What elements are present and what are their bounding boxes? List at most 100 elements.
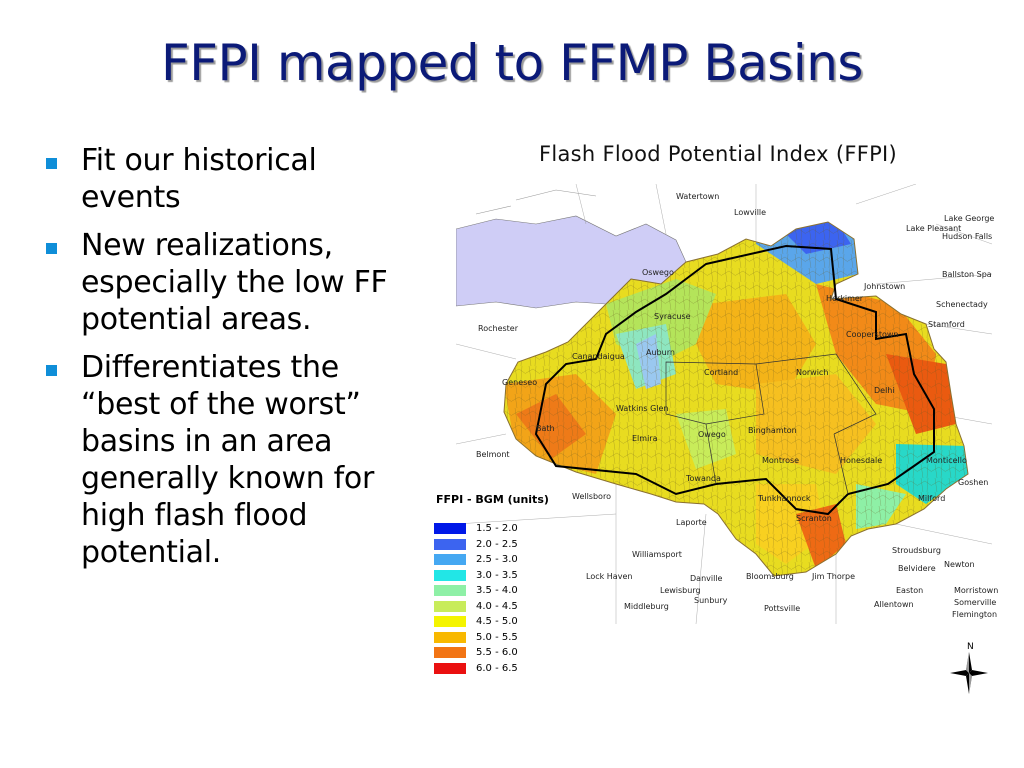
- legend-row: 3.5 - 4.0: [434, 583, 551, 599]
- legend-swatch: [434, 523, 466, 535]
- bullet-item: New realizations, especially the low FF …: [44, 227, 424, 338]
- place-label: Johnstown: [864, 282, 906, 291]
- place-label: Allentown: [874, 600, 914, 609]
- place-label: Belvidere: [898, 564, 936, 573]
- bullet-text: Differentiates the “best of the worst” b…: [81, 350, 375, 570]
- place-label: Watkins Glen: [616, 404, 669, 413]
- place-label: Scranton: [796, 514, 832, 523]
- place-label: Williamsport: [632, 550, 682, 559]
- place-label: Lake Pleasant: [906, 224, 962, 233]
- place-label: Lake George: [944, 214, 995, 223]
- place-label: Goshen: [958, 478, 989, 487]
- north-arrow-icon: N: [950, 642, 988, 694]
- place-label: Sunbury: [694, 596, 728, 605]
- legend-row: 5.0 - 5.5: [434, 630, 551, 646]
- legend-label: 4.5 - 5.0: [476, 616, 518, 628]
- compass-label: N: [967, 642, 974, 652]
- place-label: Easton: [896, 586, 924, 595]
- place-label: Delhi: [874, 386, 895, 395]
- legend-row: 5.5 - 6.0: [434, 645, 551, 661]
- place-label: Lock Haven: [586, 572, 633, 581]
- place-label: Pottsville: [764, 604, 801, 613]
- legend-row: 2.5 - 3.0: [434, 552, 551, 568]
- legend-swatch: [434, 616, 466, 628]
- bullet-list: Fit our historical events New realizatio…: [44, 142, 424, 582]
- place-label: Towanda: [686, 474, 721, 483]
- place-label: Norwich: [796, 368, 829, 377]
- legend-label: 5.5 - 6.0: [476, 647, 518, 659]
- legend-label: 2.0 - 2.5: [476, 538, 518, 550]
- place-label: Newton: [944, 560, 975, 569]
- legend-row: 3.0 - 3.5: [434, 568, 551, 584]
- legend-title: FFPI - BGM (units): [434, 492, 551, 507]
- slide-title: FFPI mapped to FFMP Basins: [161, 34, 863, 92]
- place-label: Stamford: [928, 320, 965, 329]
- bullet-text: New realizations, especially the low FF …: [81, 228, 388, 337]
- legend-swatch: [434, 600, 466, 612]
- place-label: Danville: [690, 574, 723, 583]
- legend-swatch: [434, 585, 466, 597]
- legend-swatch: [434, 538, 466, 550]
- place-label: Honesdale: [840, 456, 883, 465]
- legend-row: 4.0 - 4.5: [434, 599, 551, 615]
- place-label: Montrose: [762, 456, 800, 465]
- place-label: Elmira: [632, 434, 658, 443]
- map-legend: FFPI - BGM (units) 1.5 - 2.0 2.0 - 2.5 2…: [434, 492, 551, 676]
- place-label: Owego: [698, 430, 726, 439]
- place-label: Bath: [536, 424, 555, 433]
- place-label: Rochester: [478, 324, 518, 333]
- place-label: Auburn: [646, 348, 675, 357]
- place-label: Syracuse: [654, 312, 691, 321]
- place-label: Binghamton: [748, 426, 797, 435]
- legend-swatch: [434, 569, 466, 581]
- place-label: Herkimer: [826, 294, 864, 303]
- legend-row: 2.0 - 2.5: [434, 537, 551, 553]
- bullet-item: Fit our historical events: [44, 142, 424, 216]
- place-label: Somerville: [954, 598, 997, 607]
- place-label: Jim Thorpe: [812, 572, 856, 581]
- place-label: Canandaigua: [572, 352, 625, 361]
- bullet-text: Fit our historical events: [81, 143, 317, 215]
- legend-label: 3.5 - 4.0: [476, 585, 518, 597]
- place-label: Laporte: [676, 518, 707, 527]
- bullet-square-icon: [46, 365, 57, 376]
- place-label: Flemington: [952, 610, 998, 619]
- legend-swatch: [434, 662, 466, 674]
- place-label: Watertown: [676, 192, 720, 201]
- ffpi-map: [456, 184, 992, 624]
- legend-swatch: [434, 554, 466, 566]
- place-label: Ballston Spa: [942, 270, 992, 279]
- legend-swatch: [434, 647, 466, 659]
- place-label: Oswego: [642, 268, 674, 277]
- place-label: Cortland: [704, 368, 739, 377]
- place-label: Cooperstown: [846, 330, 899, 339]
- place-label: Monticello: [926, 456, 967, 465]
- place-label: Wellsboro: [572, 492, 611, 501]
- place-label: Tunkhannock: [758, 494, 811, 503]
- place-label: Hudson Falls: [942, 232, 993, 241]
- legend-label: 6.0 - 6.5: [476, 662, 518, 674]
- legend-swatch: [434, 631, 466, 643]
- map-title: Flash Flood Potential Index (FFPI): [538, 142, 898, 166]
- place-label: Lowville: [734, 208, 767, 217]
- legend-row: 4.5 - 5.0: [434, 614, 551, 630]
- legend-label: 2.5 - 3.0: [476, 554, 518, 566]
- legend-row: 6.0 - 6.5: [434, 661, 551, 677]
- bullet-square-icon: [46, 243, 57, 254]
- place-label: Belmont: [476, 450, 510, 459]
- place-label: Schenectady: [936, 300, 988, 309]
- place-label: Geneseo: [502, 378, 538, 387]
- bullet-square-icon: [46, 158, 57, 169]
- legend-label: 5.0 - 5.5: [476, 631, 518, 643]
- ffpi-map-figure: Flash Flood Potential Index (FFPI): [428, 140, 1008, 700]
- legend-label: 4.0 - 4.5: [476, 600, 518, 612]
- legend-label: 3.0 - 3.5: [476, 569, 518, 581]
- legend-label: 1.5 - 2.0: [476, 523, 518, 535]
- legend-row: 1.5 - 2.0: [434, 521, 551, 537]
- place-label: Bloomsburg: [746, 572, 794, 581]
- place-label: Middleburg: [624, 602, 669, 611]
- bullet-item: Differentiates the “best of the worst” b…: [44, 349, 424, 571]
- place-label: Morristown: [954, 586, 999, 595]
- place-label: Stroudsburg: [892, 546, 941, 555]
- place-label: Lewisburg: [660, 586, 701, 595]
